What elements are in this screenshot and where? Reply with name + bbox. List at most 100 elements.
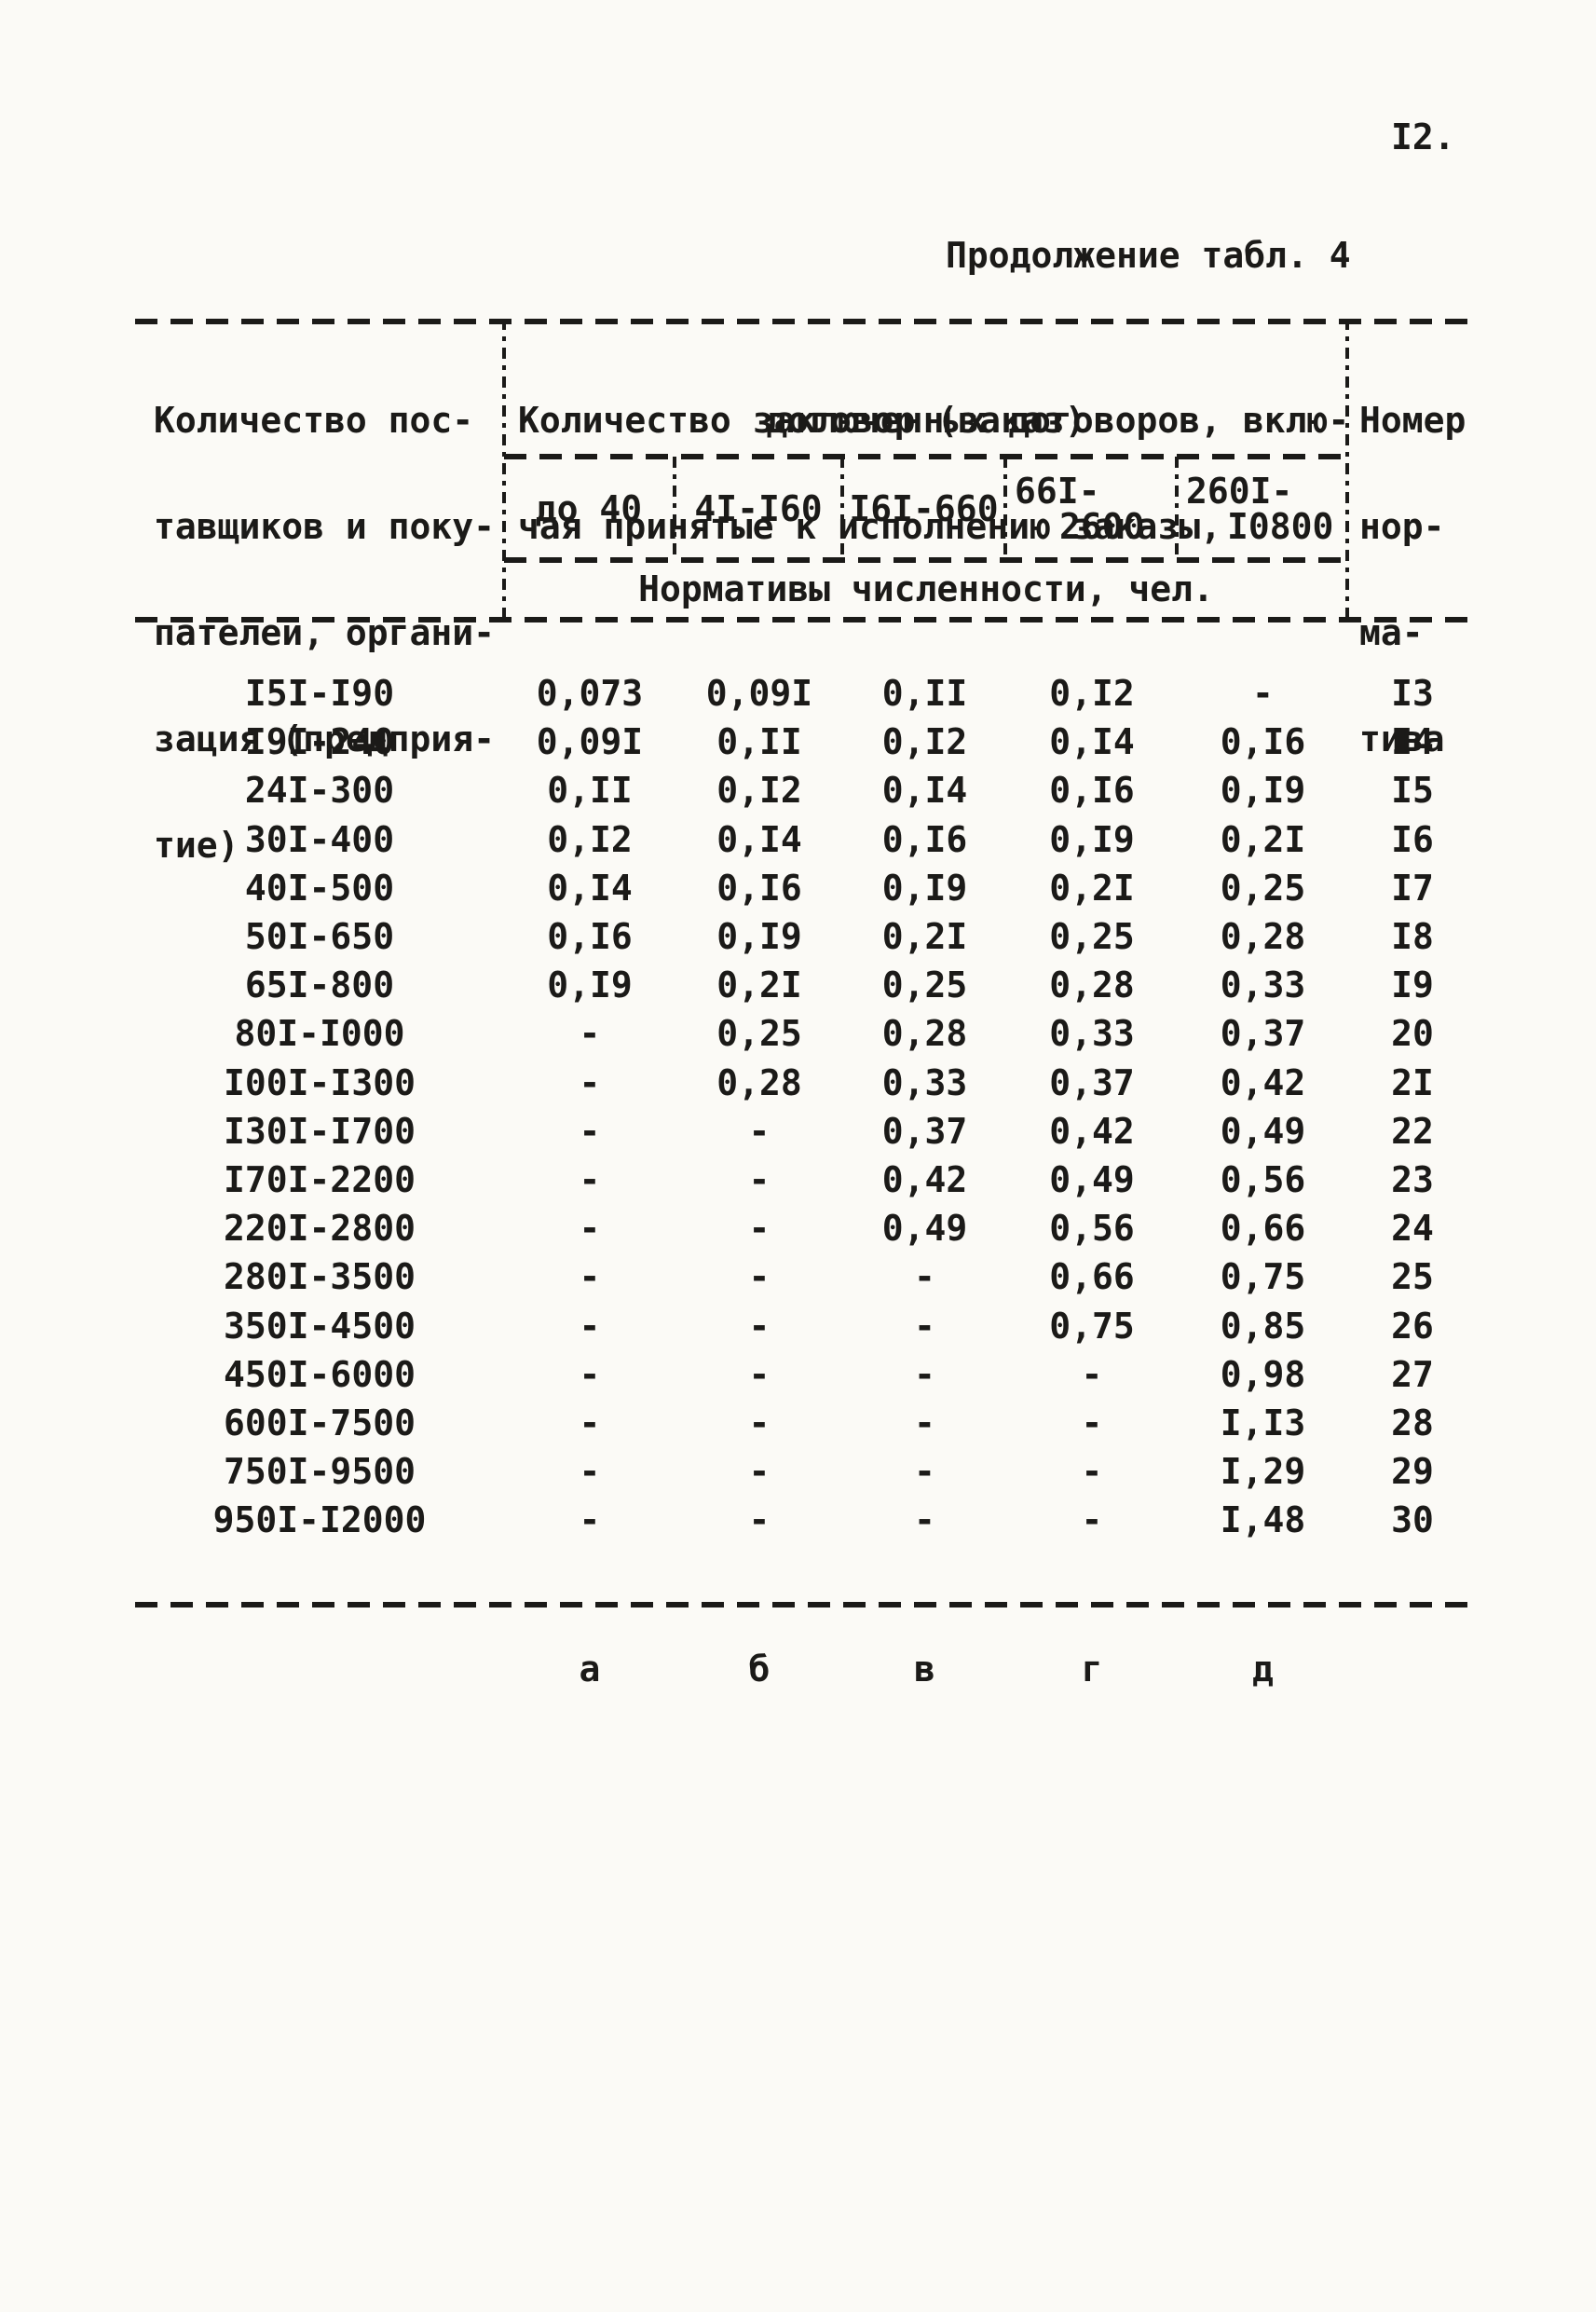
column-letter: б xyxy=(748,1648,771,1690)
header-line: тие) xyxy=(154,825,239,866)
contracts-group-header: Количество заключенных договоров, вклю- … xyxy=(518,332,1349,615)
range-cell: 65I-800 xyxy=(244,964,395,1006)
norm-number-cell: 24 xyxy=(1391,1208,1434,1249)
value-cell: - xyxy=(579,1111,601,1152)
subcol-header-161-660: I6I-660 xyxy=(844,460,1003,557)
column-letter: в xyxy=(914,1648,935,1690)
subcol-header-2601-10800: 260I- I0800 xyxy=(1179,460,1345,557)
value-cell: 0,37 xyxy=(881,1111,968,1152)
range-cell: 280I-3500 xyxy=(224,1256,416,1297)
range-cell: 950I-I2000 xyxy=(212,1499,427,1540)
value-cell: 0,66 xyxy=(1049,1256,1135,1297)
table-row: 80I-I000 - 0,25 0,28 0,33 0,37 20 xyxy=(135,1009,1477,1058)
value-cell: - xyxy=(748,1208,771,1249)
value-cell: - xyxy=(579,1062,601,1103)
value-cell: 0,09I xyxy=(536,721,644,762)
col-divider-sub4 xyxy=(1175,457,1179,561)
header-line: Номер xyxy=(1359,400,1466,441)
table-border-bottom xyxy=(135,1602,1480,1607)
value-cell: - xyxy=(748,1306,771,1347)
header-line: нор- xyxy=(1359,506,1445,547)
value-cell: - xyxy=(914,1354,935,1395)
range-cell: I30I-I700 xyxy=(224,1111,416,1152)
range-cell: 750I-9500 xyxy=(224,1451,416,1492)
value-cell: 0,2I xyxy=(716,964,802,1006)
value-cell: - xyxy=(1081,1499,1103,1540)
value-cell: 0,49 xyxy=(881,1208,968,1249)
value-cell: 0,42 xyxy=(881,1159,968,1200)
range-cell: 350I-4500 xyxy=(224,1306,416,1347)
table-row: 220I-2800 - - 0,49 0,56 0,66 24 xyxy=(135,1204,1477,1252)
value-cell: - xyxy=(1081,1451,1103,1492)
value-cell: 0,85 xyxy=(1220,1306,1306,1347)
value-cell: 0,42 xyxy=(1049,1111,1135,1152)
value-cell: 0,28 xyxy=(716,1062,802,1103)
range-cell: 220I-2800 xyxy=(224,1208,416,1249)
value-cell: 0,42 xyxy=(1220,1062,1306,1103)
column-letter: г xyxy=(1081,1648,1103,1690)
value-cell: - xyxy=(579,1354,601,1395)
value-cell: 0,37 xyxy=(1049,1062,1135,1103)
value-cell: 0,75 xyxy=(1049,1306,1135,1347)
value-cell: 0,I9 xyxy=(1220,770,1306,811)
value-cell: 0,56 xyxy=(1220,1159,1306,1200)
value-cell: 0,I2 xyxy=(881,721,968,762)
value-cell: - xyxy=(914,1402,935,1443)
value-cell: 0,I6 xyxy=(547,916,633,957)
value-cell: - xyxy=(579,1499,601,1540)
subcol-label: I0800 xyxy=(1227,506,1334,547)
subcol-label: 260I- xyxy=(1186,471,1293,512)
value-cell: - xyxy=(579,1451,601,1492)
value-cell: 0,I4 xyxy=(1049,721,1135,762)
table-border-top xyxy=(135,319,1480,324)
value-cell: 0,I2 xyxy=(547,819,633,860)
subcol-label: до 40 xyxy=(535,488,643,529)
value-cell: 0,I9 xyxy=(881,868,968,909)
col-divider-norm-number xyxy=(1345,319,1349,622)
value-cell: 0,33 xyxy=(881,1062,968,1103)
value-cell: - xyxy=(1081,1354,1103,1395)
value-cell: 0,I6 xyxy=(1049,770,1135,811)
norm-number-cell: 30 xyxy=(1391,1499,1434,1540)
value-cell: 0,37 xyxy=(1220,1013,1306,1054)
table-row: I70I-2200 - - 0,42 0,49 0,56 23 xyxy=(135,1156,1477,1204)
value-cell: - xyxy=(579,1402,601,1443)
value-cell: 0,I2 xyxy=(716,770,802,811)
norm-number-cell: 2I xyxy=(1391,1062,1434,1103)
value-cell: 0,25 xyxy=(716,1013,802,1054)
value-cell: 0,25 xyxy=(1049,916,1135,957)
value-cell: 0,I9 xyxy=(1049,819,1135,860)
subcol-label: 2600 xyxy=(1059,506,1145,547)
page-number: I2. xyxy=(1391,116,1455,157)
range-cell: 24I-300 xyxy=(244,770,395,811)
subcol-header-41-160: 4I-I60 xyxy=(676,460,840,557)
range-cell: I00I-I300 xyxy=(224,1062,416,1103)
value-cell: 0,I4 xyxy=(547,868,633,909)
value-cell: 0,I4 xyxy=(881,770,968,811)
value-cell: 0,28 xyxy=(1220,916,1306,957)
subcol-header-upto40: до 40 xyxy=(504,460,674,557)
value-cell: 0,49 xyxy=(1049,1159,1135,1200)
units-header: Нормативы численности, чел. xyxy=(638,568,1214,609)
value-cell: 0,II xyxy=(547,770,633,811)
norm-number-cell: 20 xyxy=(1391,1013,1434,1054)
column-letter: д xyxy=(1252,1648,1274,1690)
value-cell: 0,33 xyxy=(1049,1013,1135,1054)
value-cell: - xyxy=(579,1256,601,1297)
subcol-header-661-2600: 66I- 2600 xyxy=(1007,460,1175,557)
subcol-label: 4I-I60 xyxy=(694,488,823,529)
group-header-divider xyxy=(504,454,1348,459)
table-row: I9I-240 0,09I 0,II 0,I2 0,I4 0,I6 I4 xyxy=(135,718,1477,766)
value-cell: 0,II xyxy=(716,721,802,762)
norm-number-column-header: Номер нор- ма- тива xyxy=(1359,332,1466,828)
col-divider-sub2 xyxy=(840,457,844,561)
value-cell: 0,I9 xyxy=(716,916,802,957)
norm-number-cell: I3 xyxy=(1391,673,1434,714)
value-cell: 0,2I xyxy=(881,916,968,957)
value-cell: 0,I2 xyxy=(1049,673,1135,714)
value-cell: - xyxy=(914,1499,935,1540)
table-row: 50I-650 0,I6 0,I9 0,2I 0,25 0,28 I8 xyxy=(135,912,1477,961)
range-cell: 80I-I000 xyxy=(234,1013,405,1054)
value-cell: 0,073 xyxy=(536,673,644,714)
value-cell: - xyxy=(748,1354,771,1395)
